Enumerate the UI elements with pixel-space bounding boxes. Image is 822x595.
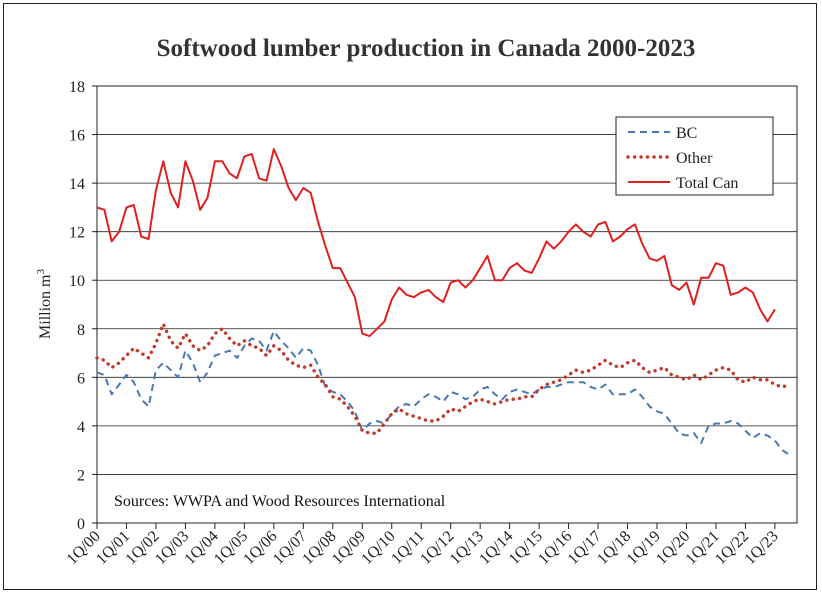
y-tick-label: 4 (77, 419, 85, 436)
series-line-total-can (96, 148, 776, 338)
x-tick-label: 1Q/23 (741, 528, 781, 568)
chart-title: Softwood lumber production in Canada 200… (157, 35, 696, 62)
legend-label-total: Total Can (676, 175, 738, 192)
y-tick-label: 16 (69, 128, 85, 145)
series-line-bc (96, 330, 791, 456)
y-tick-label: 14 (69, 176, 85, 193)
y-tick-label: 12 (69, 225, 85, 242)
y-tick-label: 10 (69, 273, 85, 290)
legend-label-bc: BC (676, 125, 697, 142)
y-axis-ticks: 0 2 4 6 8 10 12 14 16 18 (69, 79, 97, 533)
y-tick-label: 6 (77, 370, 85, 387)
series-lines (95, 148, 792, 456)
gridlines (97, 134, 797, 475)
x-axis-ticks: 1Q/001Q/011Q/021Q/031Q/041Q/051Q/061Q/07… (64, 523, 782, 568)
chart-frame: Softwood lumber production in Canada 200… (3, 3, 817, 590)
legend: BC Other Total Can (615, 116, 774, 196)
y-axis-label: Million m3 (35, 269, 54, 339)
source-note: Sources: WWPA and Wood Resources Interna… (114, 493, 446, 510)
x-tick-label: 1Q/10 (358, 528, 398, 568)
y-tick-label: 2 (77, 467, 85, 484)
y-tick-label: 8 (77, 322, 85, 339)
legend-label-other: Other (676, 150, 713, 167)
series-line-other (95, 322, 792, 435)
y-tick-label: 0 (77, 516, 85, 533)
y-tick-label: 18 (69, 79, 85, 96)
chart: Softwood lumber production in Canada 200… (35, 35, 798, 568)
plot-area (96, 85, 798, 524)
